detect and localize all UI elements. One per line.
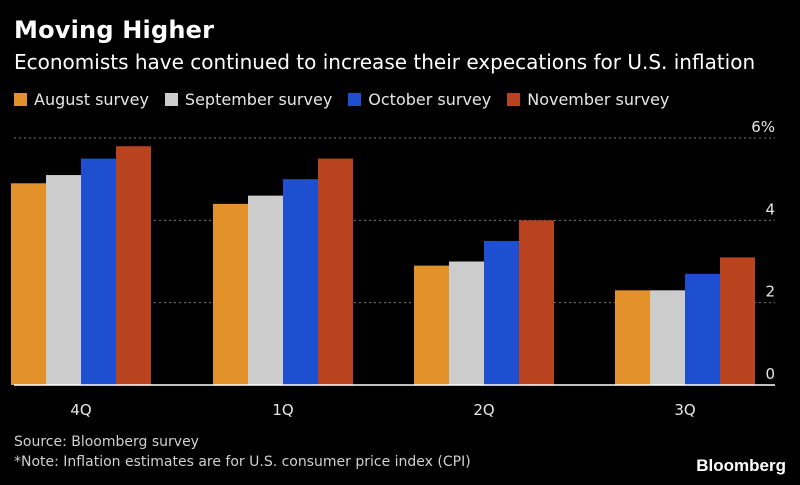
bar-3q-september bbox=[650, 290, 685, 385]
bar-4q-september bbox=[46, 175, 81, 385]
legend-swatch-august bbox=[14, 93, 27, 106]
bloomberg-logo: Bloomberg bbox=[696, 456, 786, 475]
legend-label-october: October survey bbox=[368, 90, 492, 109]
bar-1q-november bbox=[318, 158, 353, 385]
bar-4q-october bbox=[81, 158, 116, 385]
y-tick-label: 0 bbox=[765, 365, 775, 383]
bar-2q-october bbox=[484, 240, 519, 385]
x-tick-label: 2Q bbox=[473, 401, 494, 419]
footnote: *Note: Inflation estimates are for U.S. … bbox=[14, 454, 471, 470]
bar-3q-november bbox=[720, 257, 755, 385]
legend: August survey September survey October s… bbox=[14, 90, 669, 109]
x-tick-label: 1Q bbox=[272, 401, 293, 419]
legend-swatch-november bbox=[507, 93, 521, 106]
x-tick-label: 4Q bbox=[70, 401, 91, 419]
source-note: Source: Bloomberg survey bbox=[14, 434, 199, 450]
legend-item-october: October survey bbox=[348, 90, 491, 109]
y-tick-label: 4 bbox=[765, 200, 775, 218]
chart-subtitle: Economists have continued to increase th… bbox=[14, 50, 756, 74]
bar-3q-october bbox=[685, 273, 720, 385]
legend-label-november: November survey bbox=[527, 90, 670, 109]
bar-4q-august bbox=[11, 183, 46, 385]
bar-2q-november bbox=[519, 220, 554, 385]
bar-2q-august bbox=[414, 265, 449, 385]
y-tick-label: 2 bbox=[765, 283, 775, 301]
legend-swatch-september bbox=[164, 93, 178, 106]
bar-1q-september bbox=[248, 195, 283, 385]
legend-item-september: September survey bbox=[164, 90, 333, 109]
legend-swatch-october bbox=[348, 93, 362, 106]
bar-1q-october bbox=[283, 179, 318, 385]
x-tick-label: 3Q bbox=[674, 401, 695, 419]
bar-4q-november bbox=[116, 146, 151, 385]
legend-item-november: November survey bbox=[507, 90, 669, 109]
y-tick-label: 6% bbox=[751, 118, 775, 136]
chart-title: Moving Higher bbox=[14, 16, 215, 44]
bar-2q-september bbox=[449, 261, 484, 385]
legend-label-september: September survey bbox=[184, 90, 333, 109]
bar-1q-august bbox=[213, 203, 248, 385]
legend-item-august: August survey bbox=[14, 90, 149, 109]
legend-label-august: August survey bbox=[34, 90, 149, 109]
bar-3q-august bbox=[615, 290, 650, 385]
